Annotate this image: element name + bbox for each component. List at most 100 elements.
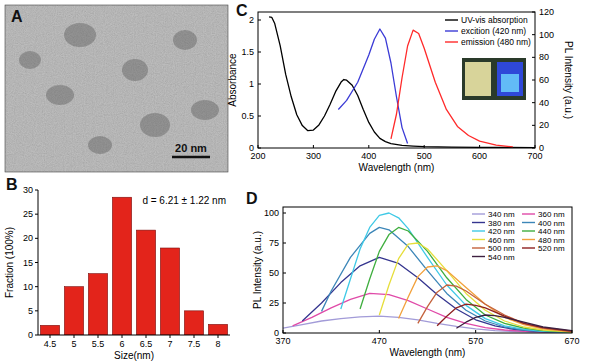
series-line [418, 285, 572, 332]
y2-tick [532, 102, 535, 103]
y-tick-label: 2 [249, 15, 254, 25]
y-tick-label: 5 [28, 306, 33, 316]
x-axis [38, 335, 230, 336]
inset-vial [465, 62, 491, 96]
x-tick [572, 330, 573, 333]
y2-tick [532, 125, 535, 126]
legend-swatch [522, 247, 535, 248]
bar [88, 274, 107, 335]
x-axis-label: Wavelength (nm) [390, 347, 466, 358]
series-line [456, 315, 572, 331]
x-tick [146, 335, 147, 338]
y-axis-label: Absorbance [227, 53, 238, 107]
x-tick-label: 500 [417, 151, 432, 161]
x-tick [368, 145, 369, 148]
legend-swatch [445, 30, 458, 31]
legend: UV-vis absorptionexcition (420 nm)emissi… [445, 15, 531, 47]
inset-photo [462, 58, 526, 100]
y-tick [35, 310, 38, 311]
y2-tick-label: 80 [539, 52, 549, 62]
nanoparticle [191, 100, 219, 120]
series-line [391, 30, 513, 147]
y-tick [35, 190, 38, 191]
y2-tick [532, 34, 535, 35]
y2-tick-label: 60 [539, 75, 549, 85]
y-tick-label: 0 [28, 330, 33, 340]
legend-swatch [472, 256, 485, 257]
legend-label: 540 nm [488, 253, 515, 262]
legend-label: excition (420 nm) [461, 26, 526, 36]
y2-tick-label: 120 [539, 7, 554, 17]
y2-tick-label: 20 [539, 120, 549, 130]
y-tick-label: 25 [23, 209, 33, 219]
y-axis-label: Fraction (100%) [4, 227, 15, 298]
y-tick [258, 84, 261, 85]
y-tick-label: 25 [269, 298, 279, 308]
legend-swatch [522, 239, 535, 240]
nanoparticle [19, 51, 41, 69]
series-line [322, 227, 572, 332]
series-line [338, 29, 407, 143]
x-tick [424, 145, 425, 148]
legend-label: emission (480 nm) [461, 37, 531, 47]
legend-swatch [472, 230, 485, 231]
plot-frame [258, 12, 535, 148]
x-tick-label: 6.5 [140, 339, 153, 349]
panel-label: D [246, 190, 258, 207]
y-tick [283, 303, 286, 304]
x-tick [194, 335, 195, 338]
y-tick [258, 116, 261, 117]
y-tick [35, 238, 38, 239]
legend-swatch [472, 222, 485, 223]
x-tick-label: 300 [306, 151, 321, 161]
legend-swatch [472, 247, 485, 248]
series-line [302, 257, 572, 332]
x-tick [98, 335, 99, 338]
series-line [399, 266, 572, 332]
y-tick-label: 0.5 [241, 111, 254, 121]
bar [64, 287, 83, 335]
legend-swatch [445, 19, 458, 20]
legend-swatch [522, 230, 535, 231]
bar [40, 325, 59, 335]
series-line [341, 213, 572, 332]
x-tick [122, 335, 123, 338]
x-tick-label: 7 [167, 339, 172, 349]
y2-tick-label: 40 [539, 98, 549, 108]
x-tick [379, 330, 380, 333]
x-tick [50, 335, 51, 338]
plot-frame [283, 207, 572, 333]
bar [136, 230, 155, 335]
bar [208, 324, 227, 335]
y-tick [35, 335, 38, 336]
y-tick [283, 213, 286, 214]
nanoparticle [46, 85, 74, 105]
x-tick-label: 4.5 [44, 339, 57, 349]
nanoparticle [88, 136, 112, 154]
y-tick [35, 214, 38, 215]
y2-tick-label: 0 [539, 143, 544, 153]
series-line [437, 304, 572, 331]
legend-swatch [472, 213, 485, 214]
x-tick-label: 7.5 [188, 339, 201, 349]
bar [184, 311, 203, 335]
y2-tick [532, 12, 535, 13]
legend-swatch [445, 41, 458, 42]
annotation: d = 6.21 ± 1.22 nm [142, 195, 226, 206]
nanoparticle [173, 30, 197, 50]
y2-axis-label: PL Intensity (a.u.) [563, 41, 574, 119]
y2-tick [532, 57, 535, 58]
y-tick [283, 333, 286, 334]
series-group [269, 17, 535, 148]
y-tick-label: 30 [23, 185, 33, 195]
y-tick [258, 52, 261, 53]
y-tick-label: 0 [274, 328, 279, 338]
y-tick [258, 20, 261, 21]
panel-label: B [6, 176, 18, 193]
y-tick [35, 286, 38, 287]
figure: 20 nmA0510152025304.555.566.577.58Size(n… [0, 0, 595, 363]
series-group [283, 213, 572, 333]
y-axis-label: PL Intensity (a.u.) [252, 231, 263, 309]
legend: 340 nm360 nm380 nm400 nm420 nm440 nm460 … [472, 210, 565, 262]
x-tick-label: 670 [564, 336, 579, 346]
